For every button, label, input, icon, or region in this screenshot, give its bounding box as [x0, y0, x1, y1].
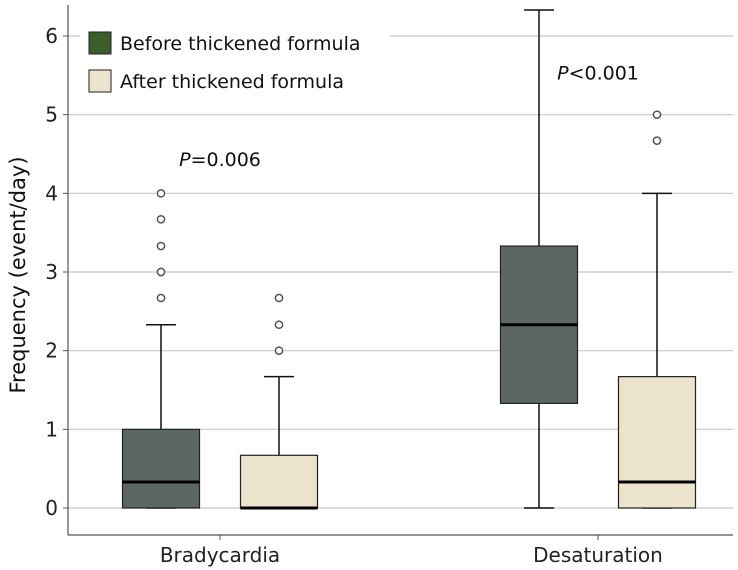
- boxes: [121, 9, 697, 510]
- legend: Before thickened formula After thickened …: [80, 8, 390, 112]
- y-tick-label: 2: [45, 339, 58, 363]
- legend-label: Before thickened formula: [120, 33, 361, 55]
- box-desaturation-after: [617, 110, 697, 509]
- legend-label: After thickened formula: [120, 71, 344, 93]
- outlier-point: [156, 241, 166, 251]
- box-bradycardia-before: [121, 188, 201, 509]
- y-tick-label: 4: [45, 181, 58, 205]
- y-tick-label: 5: [45, 103, 58, 127]
- p-value-annotation: P=0.006: [179, 149, 261, 171]
- outlier-point: [274, 346, 284, 356]
- legend-swatch: [88, 31, 112, 55]
- outlier-point: [652, 136, 662, 145]
- x-tick-label: Desaturation: [533, 543, 663, 567]
- outlier-point: [156, 293, 166, 303]
- y-tick-label: 1: [45, 417, 58, 441]
- box-desaturation-before: [499, 9, 579, 509]
- legend-background: [80, 8, 390, 112]
- outlier-point: [156, 214, 166, 224]
- x-axis: Bradycardia Desaturation: [68, 534, 733, 567]
- outlier-point: [274, 293, 284, 303]
- outlier-point: [156, 267, 166, 277]
- p-value-annotation: P<0.001: [557, 62, 639, 84]
- outlier-point: [652, 110, 662, 120]
- legend-swatch: [88, 69, 112, 93]
- box-bradycardia-after: [239, 293, 319, 510]
- y-tick-label: 0: [45, 496, 58, 520]
- y-axis: 0 1 2 3 4 5 6: [45, 5, 69, 535]
- box-iqr: [121, 428, 201, 509]
- outlier-point: [156, 188, 166, 198]
- y-axis-title: Frequency (event/day): [6, 156, 30, 393]
- box-iqr: [617, 376, 697, 509]
- annotations: P=0.006 P<0.001: [179, 62, 639, 171]
- y-tick-label: 6: [45, 24, 58, 48]
- y-tick-label: 3: [45, 260, 58, 284]
- box-iqr: [239, 454, 319, 509]
- x-tick-label: Bradycardia: [160, 543, 280, 567]
- outlier-point: [274, 320, 284, 330]
